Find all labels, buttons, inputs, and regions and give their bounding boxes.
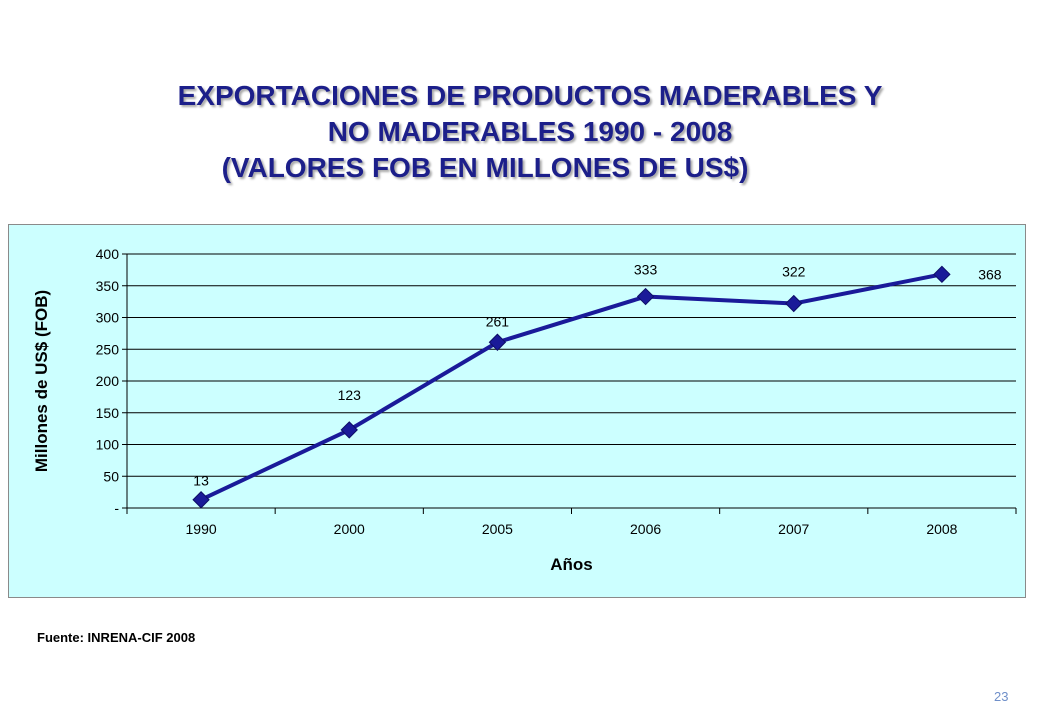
y-tick-label: 200: [96, 373, 120, 389]
title-line-2: NO MADERABLES 1990 - 2008: [327, 116, 733, 147]
x-tick-label: 1990: [186, 521, 217, 537]
y-tick-label: 50: [103, 468, 119, 484]
x-tick-label: 2005: [482, 521, 513, 537]
x-tick-label: 2006: [630, 521, 661, 537]
chart-area: - 50 100 150 200 250 300 350 400 1990 2000 2005 2006…: [8, 224, 1026, 598]
data-point-marker: [785, 294, 803, 313]
y-tick-label: 250: [96, 341, 120, 357]
y-tick-label: -: [114, 500, 119, 516]
series-line: [200, 272, 943, 502]
y-tick-label: 350: [96, 278, 120, 294]
y-tick-label: 400: [96, 246, 120, 262]
line-chart: - 50 100 150 200 250 300 350 400 1990 2000 2005 2006…: [32, 246, 1017, 574]
data-label: 333: [634, 262, 658, 278]
data-label: 368: [978, 266, 1002, 282]
y-axis-title: Millones de US$ (FOB): [32, 290, 51, 472]
x-tick-label: 2000: [334, 521, 365, 537]
x-tick-label: 2007: [778, 521, 809, 537]
x-axis-title: Años: [550, 555, 593, 574]
y-tick-label: 300: [96, 310, 120, 326]
data-label: 123: [338, 387, 362, 403]
x-tick-label: 2008: [926, 521, 957, 537]
chart-title: EXPORTACIONES DE PRODUCTOS MADERABLES Y …: [0, 78, 1040, 186]
y-tick-label: 150: [96, 405, 120, 421]
y-tick-label: 100: [96, 437, 120, 453]
data-label: 13: [193, 473, 209, 489]
data-point-marker: [488, 333, 507, 351]
data-label: 322: [782, 264, 806, 280]
data-point-marker: [340, 421, 358, 439]
data-point-marker: [636, 287, 655, 306]
page-number: 23: [994, 689, 1009, 704]
data-label: 261: [486, 313, 510, 329]
title-line-3: (VALORES FOB EN MILLONES DE US$): [221, 152, 749, 183]
source-note: Fuente: INRENA-CIF 2008: [37, 630, 196, 645]
title-line-1: EXPORTACIONES DE PRODUCTOS MADERABLES Y: [177, 80, 883, 111]
data-point-marker: [192, 491, 210, 509]
data-point-marker: [933, 265, 951, 284]
